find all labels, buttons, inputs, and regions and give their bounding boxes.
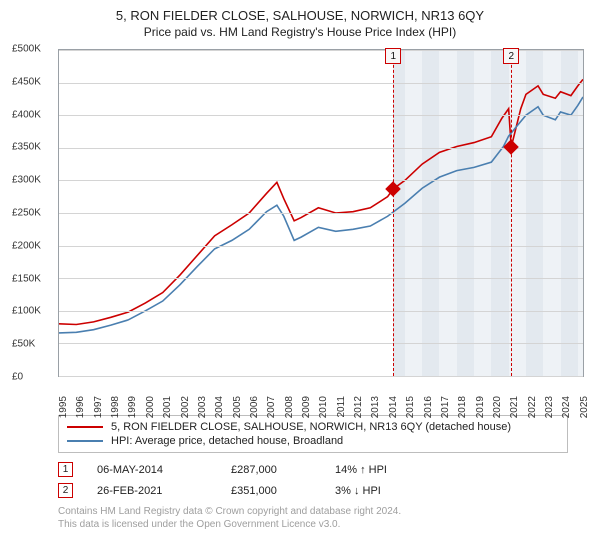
series-hpi [59,97,583,333]
y-axis-label: £350K [12,142,41,153]
x-axis-label: 1995 [58,396,69,418]
x-axis-label: 2020 [492,396,503,418]
x-axis-label: 2003 [197,396,208,418]
x-axis-label: 2001 [162,396,173,418]
gridline [59,180,583,181]
transaction-date: 06-MAY-2014 [97,464,207,476]
sale-marker-box: 1 [385,48,401,64]
y-axis-label: £200K [12,240,41,251]
transaction-hpi-delta: 14% ↑ HPI [335,464,445,476]
x-axis-label: 2012 [353,396,364,418]
y-axis-label: £50K [12,339,35,350]
footer: Contains HM Land Registry data © Crown c… [58,505,588,531]
legend-label-hpi: HPI: Average price, detached house, Broa… [111,435,343,447]
gridline [59,83,583,84]
transaction-hpi-delta: 3% ↓ HPI [335,485,445,497]
chart-titles: 5, RON FIELDER CLOSE, SALHOUSE, NORWICH,… [12,8,588,39]
transaction-row: 1 06-MAY-2014 £287,000 14% ↑ HPI [58,459,568,480]
legend-swatch-hpi [67,440,103,442]
x-axis-label: 2022 [527,396,538,418]
footer-line-1: Contains HM Land Registry data © Crown c… [58,505,588,518]
x-axis-label: 2009 [301,396,312,418]
x-axis-label: 2004 [214,396,225,418]
x-axis-label: 2007 [266,396,277,418]
plot-area: 12 [58,49,584,377]
gridline [59,311,583,312]
transaction-date: 26-FEB-2021 [97,485,207,497]
legend: 5, RON FIELDER CLOSE, SALHOUSE, NORWICH,… [58,415,568,453]
x-axis-label: 2002 [180,396,191,418]
x-axis-label: 2014 [388,396,399,418]
sale-marker-line [393,50,394,376]
gridline [59,213,583,214]
x-axis-label: 2000 [145,396,156,418]
y-axis-label: £400K [12,109,41,120]
legend-item-property: 5, RON FIELDER CLOSE, SALHOUSE, NORWICH,… [67,420,559,434]
legend-item-hpi: HPI: Average price, detached house, Broa… [67,434,559,448]
x-axis-label: 2023 [544,396,555,418]
x-axis-label: 1999 [127,396,138,418]
transaction-price: £351,000 [231,485,311,497]
x-axis-label: 1997 [93,396,104,418]
x-axis-label: 2010 [318,396,329,418]
legend-label-property: 5, RON FIELDER CLOSE, SALHOUSE, NORWICH,… [111,421,511,433]
chart-subtitle: Price paid vs. HM Land Registry's House … [12,25,588,39]
gridline [59,246,583,247]
y-axis-label: £250K [12,208,41,219]
y-axis-label: £450K [12,76,41,87]
transactions: 1 06-MAY-2014 £287,000 14% ↑ HPI 2 26-FE… [58,459,568,501]
legend-swatch-property [67,426,103,428]
x-axis-label: 2018 [457,396,468,418]
x-axis-label: 1996 [75,396,86,418]
chart: 12 £0£50K£100K£150K£200K£250K£300K£350K£… [12,45,588,407]
transaction-marker-1: 1 [58,462,73,477]
x-axis-label: 2024 [561,396,572,418]
x-axis-label: 2005 [232,396,243,418]
y-axis-label: £150K [12,273,41,284]
transaction-marker-2: 2 [58,483,73,498]
x-axis-label: 2017 [440,396,451,418]
x-axis-label: 2019 [475,396,486,418]
x-axis-label: 2013 [370,396,381,418]
transaction-price: £287,000 [231,464,311,476]
x-axis-label: 2016 [423,396,434,418]
gridline [59,343,583,344]
transaction-row: 2 26-FEB-2021 £351,000 3% ↓ HPI [58,480,568,501]
x-axis-label: 2025 [579,396,590,418]
y-axis-label: £0 [12,372,23,383]
x-axis-label: 2011 [336,396,347,418]
sale-marker-line [511,50,512,376]
x-axis-label: 2021 [509,396,520,418]
sale-marker-box: 2 [503,48,519,64]
x-axis-label: 2015 [405,396,416,418]
x-axis-label: 1998 [110,396,121,418]
gridline [59,376,583,377]
x-axis-label: 2008 [284,396,295,418]
gridline [59,278,583,279]
x-axis-label: 2006 [249,396,260,418]
y-axis-label: £500K [12,44,41,55]
y-axis-label: £300K [12,175,41,186]
chart-title: 5, RON FIELDER CLOSE, SALHOUSE, NORWICH,… [12,8,588,23]
gridline [59,115,583,116]
footer-line-2: This data is licensed under the Open Gov… [58,518,588,531]
y-axis-label: £100K [12,306,41,317]
